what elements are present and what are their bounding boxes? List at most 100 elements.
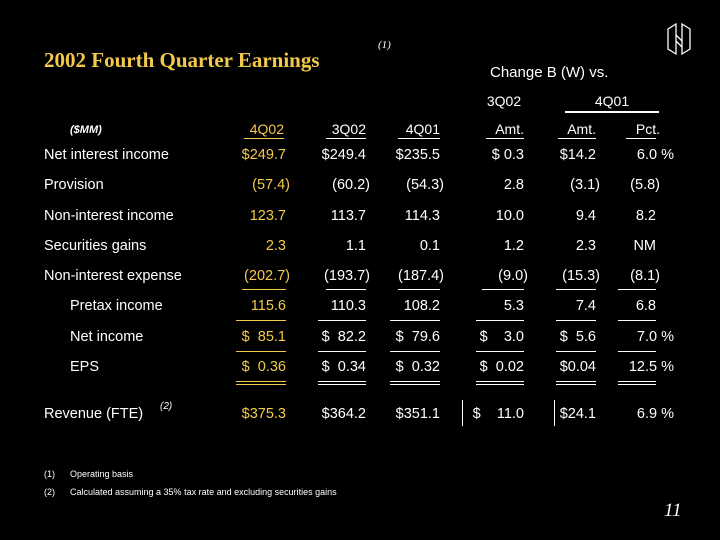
table-row-securities-gains: Securities gains 2.3 1.1 0.1 1.2 2.3 NM [0,238,720,258]
subtotal-underline [618,289,656,290]
cell-3q02: $249.4 [321,147,366,163]
group-header-4q01: 4Q01 [594,93,630,109]
cell-amt-4q01: 7.4 [575,298,596,314]
cell-amt-3q02: 5.3 [503,298,524,314]
col-header-amt-3q02: Amt. [495,121,524,137]
cell-3q02: $ 0.34 [321,359,366,375]
cell-4q02: (202.7) [244,268,290,284]
cell-amt-4q01: 2.3 [575,238,596,254]
row-label: Net interest income [44,147,169,163]
table-row-provision: Provision (57.4) (60.2) (54.3) 2.8 (3.1)… [0,177,720,197]
group-header-3q02: 3Q02 [486,93,522,109]
row-label: Securities gains [44,238,147,254]
cell-amt-3q02: 2.8 [503,177,524,193]
double-underline [556,384,596,385]
cell-pct: 6.9 % [636,406,674,422]
table-row-net-interest-income: Net interest income $249.7 $249.4 $235.5… [0,147,720,167]
cell-4q01: $ 0.32 [395,359,440,375]
cell-amt-3q02: $ 0.02 [479,359,524,375]
subtotal-underline [618,320,656,321]
huntington-logo-icon [667,22,691,56]
row-label: Non-interest income [44,208,174,224]
double-underline [236,384,286,385]
table-row-non-interest-income: Non-interest income 123.7 113.7 114.3 10… [0,208,720,228]
cell-3q02: 1.1 [345,238,366,254]
subtotal-underline [556,351,596,352]
cell-4q01: $351.1 [395,406,440,422]
cell-amt-3q02: $ 3.0 [479,329,524,345]
cell-3q02: $364.2 [321,406,366,422]
table-row-pretax-income: Pretax income 115.6 110.3 108.2 5.3 7.4 … [0,298,720,318]
cell-3q02: 113.7 [330,208,366,224]
cell-3q02: (60.2) [332,177,370,193]
subtotal-underline [398,289,440,290]
subtotal-underline [236,351,286,352]
cell-amt-3q02: $ 0.3 [491,147,524,163]
cell-4q02: $375.3 [241,406,286,422]
cell-3q02: (193.7) [324,268,370,284]
col-header-amt-4q01: Amt. [567,121,596,137]
cell-amt-4q01: $0.04 [559,359,596,375]
subtotal-underline [476,351,524,352]
page-number: 11 [664,500,682,521]
col-header-underline [398,138,440,139]
subtotal-underline [556,320,596,321]
subtotal-underline [618,351,656,352]
subtotal-underline [318,351,366,352]
col-header-pct: Pct. [635,121,660,137]
row-label: Revenue (FTE) [44,406,144,422]
cell-pct: 12.5 % [628,359,674,375]
cell-amt-4q01: (15.3) [562,268,600,284]
row-label: Provision [44,177,104,193]
double-underline [390,384,440,385]
table-row-non-interest-expense: Non-interest expense (202.7) (193.7) (18… [0,268,720,288]
double-underline [618,381,656,382]
revenue-footnote-marker: (2) [160,401,173,412]
cell-amt-3q02: $ 11.0 [472,406,524,422]
cell-4q02: 115.6 [250,298,286,314]
cell-4q02: 123.7 [249,208,286,224]
cell-pct: 6.0 % [636,147,674,163]
cell-4q02: $249.7 [241,147,286,163]
cell-4q01: (54.3) [406,177,444,193]
cell-pct: 8.2 [635,208,656,224]
double-underline [318,384,366,385]
footnote-1-text: Operating basis [70,469,134,479]
col-header-underline [326,138,366,139]
slide-title: 2002 Fourth Quarter Earnings [44,48,320,72]
cell-pct: 6.8 [635,298,656,314]
subtotal-underline [476,320,524,321]
col-header-4q01: 4Q01 [405,121,440,137]
cell-amt-4q01: (3.1) [570,177,600,193]
subtotal-underline [390,320,440,321]
cell-4q02: $ 0.36 [241,359,286,375]
cell-amt-4q01: 9.4 [575,208,596,224]
change-header: Change B (W) vs. [490,64,609,81]
footnote-1-number: (1) [44,469,55,479]
row-label: Net income [70,329,144,345]
cell-4q02: 2.3 [265,238,286,254]
cell-3q02: 110.3 [330,298,366,314]
double-underline [390,381,440,382]
subtotal-underline [318,320,366,321]
cell-amt-4q01: $ 5.6 [559,329,596,345]
double-underline [618,384,656,385]
cell-pct: NM [633,238,656,254]
cell-4q01: 114.3 [404,208,440,224]
table-row-revenue-fte: Revenue (FTE) $375.3 $364.2 $351.1 $ 11.… [0,406,720,426]
cell-4q01: $235.5 [395,147,440,163]
double-underline [556,381,596,382]
subtotal-underline [390,351,440,352]
cell-4q01: $ 79.6 [395,329,440,345]
cell-amt-3q02: 1.2 [503,238,524,254]
col-header-3q02: 3Q02 [331,121,366,137]
subtotal-underline [236,320,286,321]
col-header-underline [486,138,524,139]
subtotal-underline [556,289,596,290]
cell-amt-4q01: $24.1 [559,406,596,422]
cell-4q01: (187.4) [398,268,444,284]
cell-4q02: (57.4) [252,177,290,193]
title-footnote-marker: (1) [378,39,391,51]
row-label: Pretax income [70,298,163,314]
double-underline [476,381,524,382]
